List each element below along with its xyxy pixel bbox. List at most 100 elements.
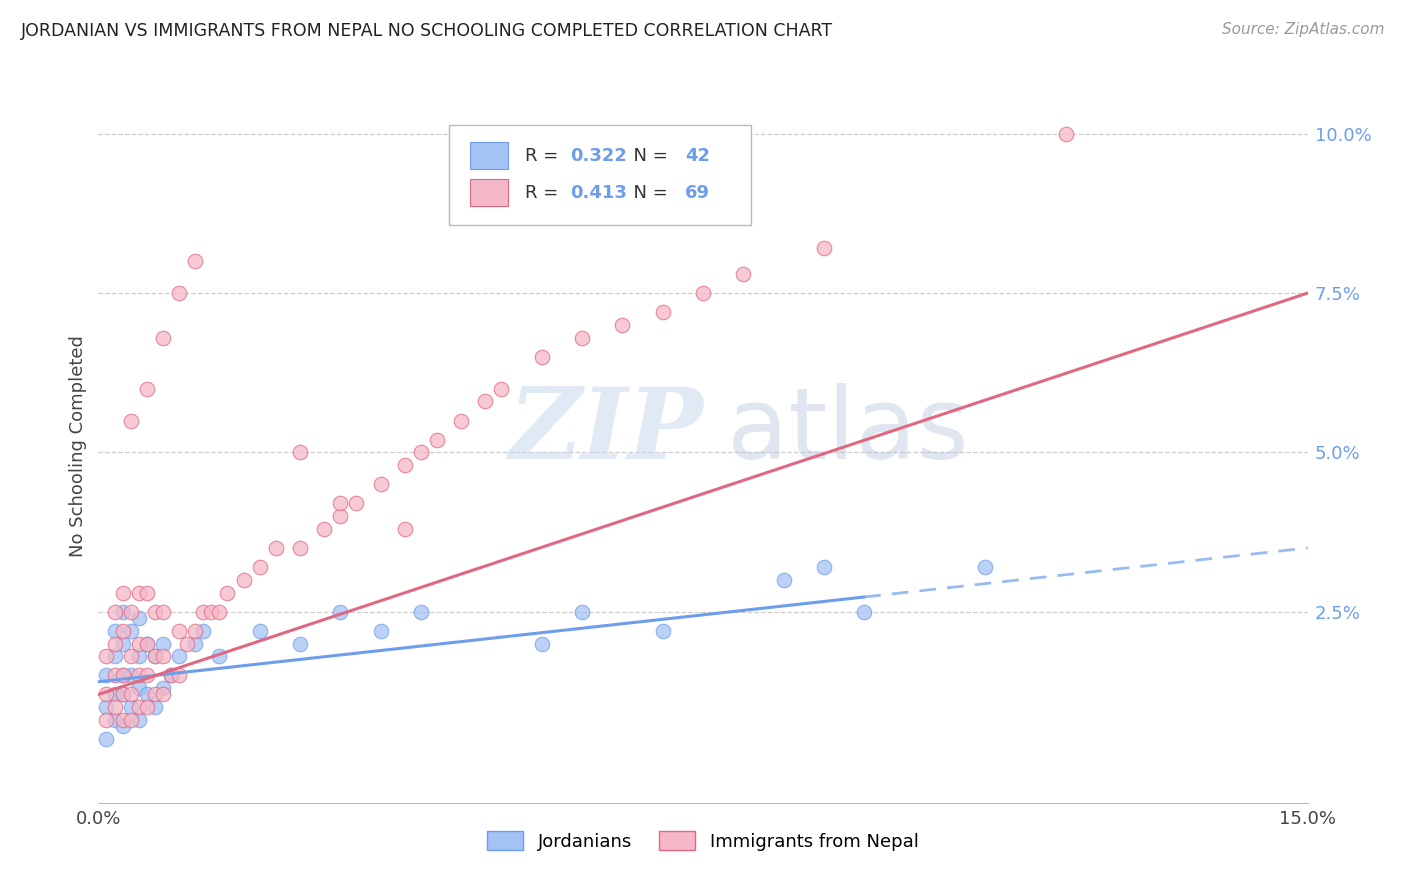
Text: atlas: atlas — [727, 384, 969, 480]
Text: N =: N = — [621, 146, 673, 164]
Point — [217, 585, 239, 599]
Point — [571, 605, 593, 619]
Point — [152, 331, 174, 345]
Point — [96, 688, 118, 702]
Point — [974, 560, 997, 574]
Point — [370, 477, 392, 491]
Text: 0.413: 0.413 — [569, 184, 627, 202]
Point — [120, 605, 142, 619]
Point — [474, 394, 496, 409]
Point — [111, 585, 134, 599]
Point — [530, 350, 553, 364]
Text: JORDANIAN VS IMMIGRANTS FROM NEPAL NO SCHOOLING COMPLETED CORRELATION CHART: JORDANIAN VS IMMIGRANTS FROM NEPAL NO SC… — [21, 22, 834, 40]
Point — [208, 605, 231, 619]
Point — [651, 624, 673, 638]
Point — [184, 624, 207, 638]
Point — [193, 605, 215, 619]
Text: ZIP: ZIP — [509, 384, 704, 480]
Point — [103, 713, 125, 727]
Point — [344, 496, 367, 510]
Point — [651, 305, 673, 319]
Point — [152, 636, 174, 650]
Point — [120, 413, 142, 427]
Point — [193, 624, 215, 638]
Point — [143, 605, 166, 619]
Point — [167, 624, 190, 638]
Point — [612, 318, 634, 332]
Point — [772, 573, 794, 587]
Point — [135, 585, 157, 599]
Point — [96, 713, 118, 727]
Point — [96, 700, 118, 714]
Point — [128, 700, 150, 714]
Point — [128, 585, 150, 599]
Point — [96, 732, 118, 747]
Point — [120, 668, 142, 682]
Point — [530, 636, 553, 650]
Point — [208, 649, 231, 664]
Point — [128, 611, 150, 625]
Point — [128, 636, 150, 650]
Point — [128, 649, 150, 664]
Text: N =: N = — [621, 184, 673, 202]
Point — [813, 560, 835, 574]
Point — [103, 624, 125, 638]
Point — [692, 286, 714, 301]
Point — [111, 605, 134, 619]
Point — [135, 636, 157, 650]
Point — [249, 624, 271, 638]
Point — [111, 688, 134, 702]
Point — [329, 509, 352, 524]
Point — [111, 636, 134, 650]
Point — [120, 649, 142, 664]
Point — [184, 254, 207, 268]
Point — [143, 649, 166, 664]
Point — [329, 496, 352, 510]
Point — [329, 605, 352, 619]
Point — [120, 700, 142, 714]
Point — [167, 668, 190, 682]
Point — [135, 636, 157, 650]
Point — [200, 605, 222, 619]
Point — [135, 668, 157, 682]
Point — [96, 668, 118, 682]
Text: Source: ZipAtlas.com: Source: ZipAtlas.com — [1222, 22, 1385, 37]
Point — [128, 681, 150, 695]
Point — [128, 713, 150, 727]
Point — [370, 624, 392, 638]
Point — [288, 541, 311, 555]
Point — [135, 688, 157, 702]
Point — [120, 713, 142, 727]
Y-axis label: No Schooling Completed: No Schooling Completed — [69, 335, 87, 557]
Point — [167, 286, 190, 301]
Text: 42: 42 — [685, 146, 710, 164]
Point — [111, 713, 134, 727]
Point — [111, 624, 134, 638]
Point — [264, 541, 287, 555]
Point — [96, 649, 118, 664]
Text: R =: R = — [526, 184, 564, 202]
Point — [409, 445, 432, 459]
Point — [128, 668, 150, 682]
Text: R =: R = — [526, 146, 564, 164]
Point — [152, 605, 174, 619]
Point — [491, 382, 513, 396]
Point — [111, 719, 134, 733]
Point — [120, 624, 142, 638]
Point — [103, 700, 125, 714]
Point — [394, 522, 416, 536]
Point — [111, 668, 134, 682]
Point — [176, 636, 198, 650]
Point — [426, 433, 449, 447]
Point — [135, 382, 157, 396]
Point — [103, 636, 125, 650]
Point — [1054, 127, 1077, 141]
Point — [103, 649, 125, 664]
Point — [143, 700, 166, 714]
Point — [152, 649, 174, 664]
Point — [160, 668, 183, 682]
FancyBboxPatch shape — [470, 142, 509, 169]
Point — [103, 668, 125, 682]
Point — [152, 681, 174, 695]
Point — [143, 688, 166, 702]
